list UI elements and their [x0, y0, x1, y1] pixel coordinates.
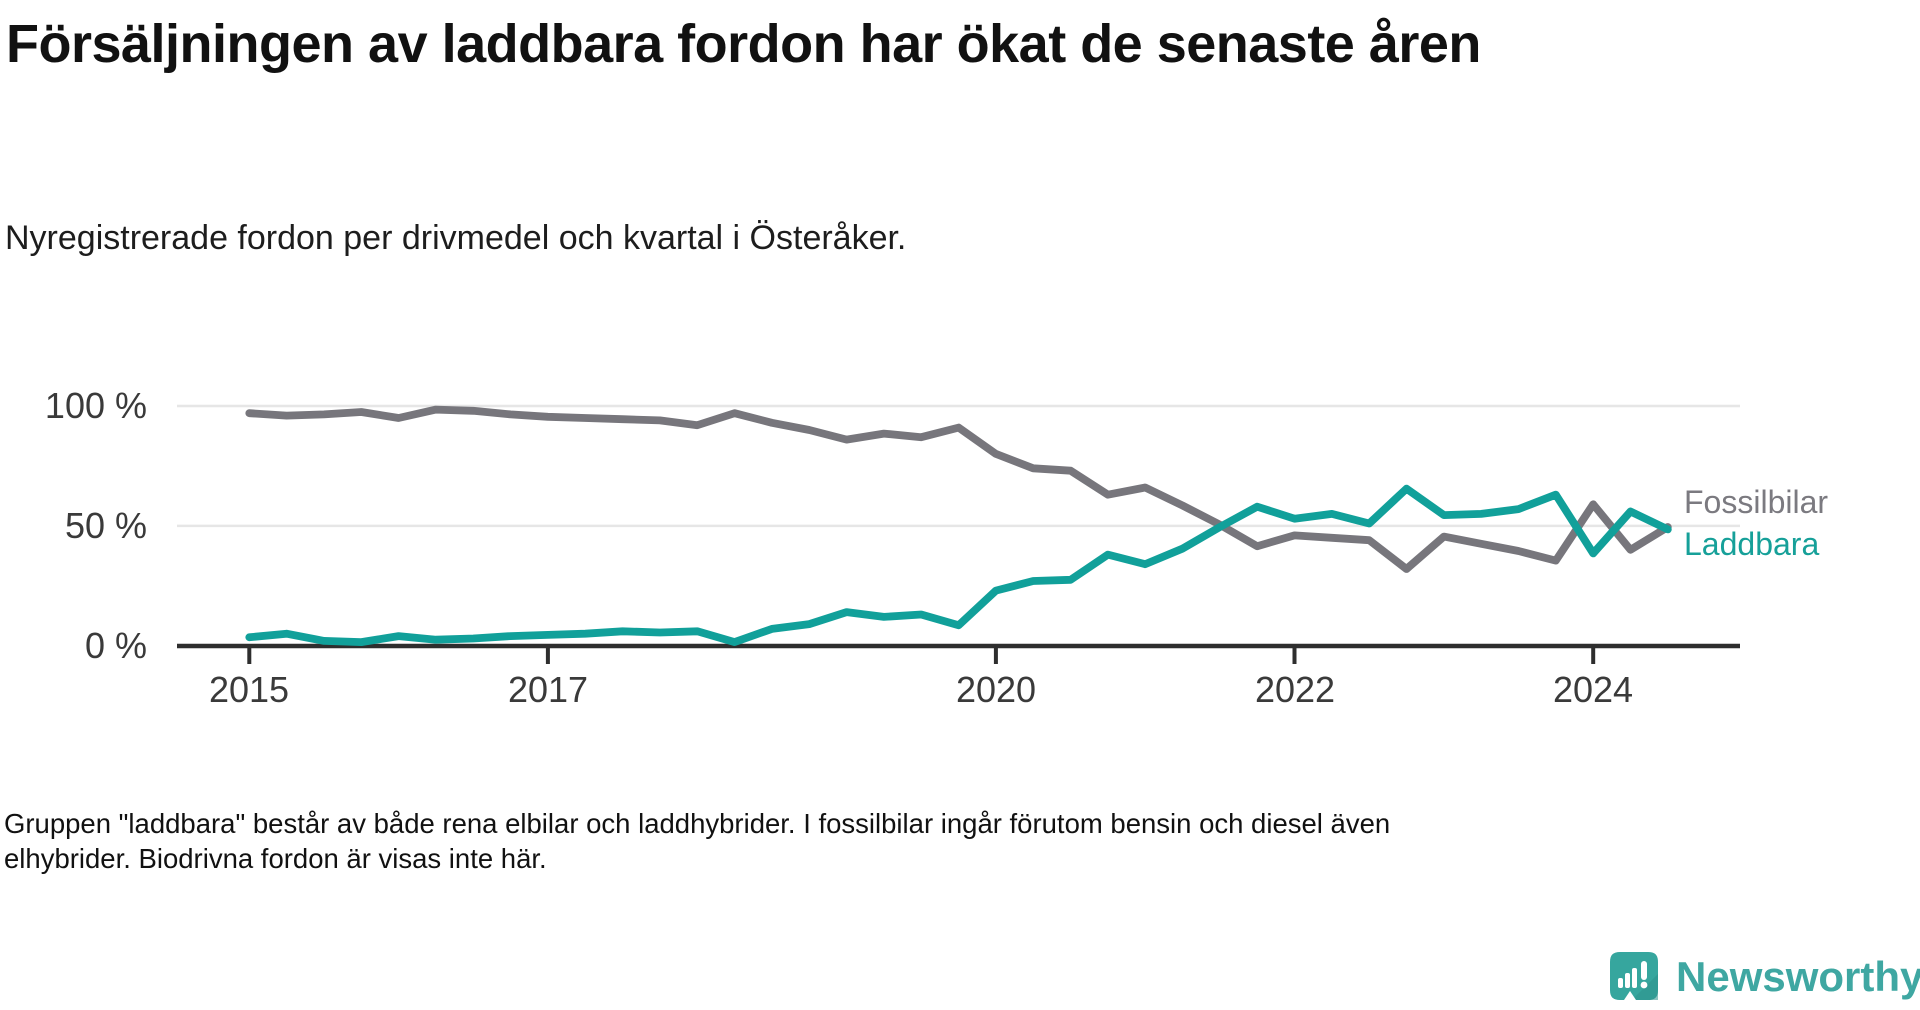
x-axis-label-2024: 2024	[1552, 669, 1634, 710]
newsworthy-logo: Newsworthy	[1610, 952, 1920, 1002]
series-line-fossilbilar	[245, 405, 1672, 573]
legend-label-laddbara: Laddbara	[1684, 526, 1820, 562]
x-axis-label-2015: 2015	[208, 669, 290, 710]
page-title: Försäljningen av laddbara fordon har öka…	[6, 14, 1481, 74]
y-axis-label-100: 100 %	[44, 385, 147, 426]
x-axis-label-2022: 2022	[1254, 669, 1336, 710]
newsworthy-chart-badge-icon	[1610, 952, 1658, 1000]
legend-label-fossilbilar: Fossilbilar	[1684, 484, 1829, 520]
x-axis-label-2017: 2017	[507, 669, 589, 710]
x-axis-label-2020: 2020	[955, 669, 1037, 710]
y-axis-label-50: 50 %	[64, 505, 147, 546]
footer-note: Gruppen "laddbara" består av både rena e…	[4, 808, 1391, 874]
chart-subtitle: Nyregistrerade fordon per drivmedel och …	[5, 219, 907, 257]
y-axis-label-0: 0 %	[84, 625, 147, 666]
newsworthy-brand-text: Newsworthy	[1676, 953, 1920, 1000]
series-line-laddbara	[245, 484, 1672, 646]
